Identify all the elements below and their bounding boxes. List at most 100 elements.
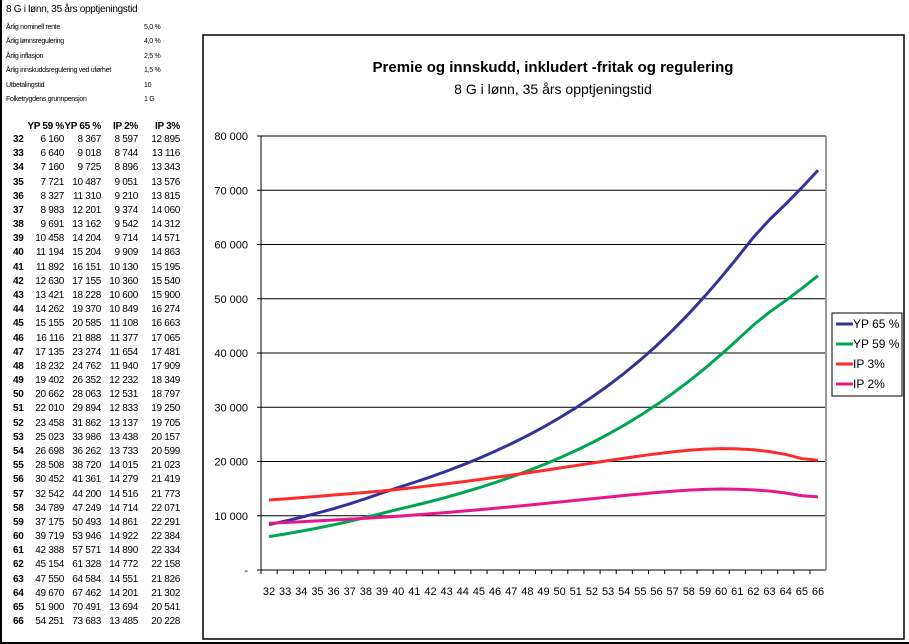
table-cell: 17 909 [151,360,180,372]
x-tick-label: 63 [763,586,775,598]
table-cell: 14 312 [151,219,180,231]
y-tick-label: 80 000 [214,131,248,143]
table-cell: 21 023 [151,460,180,472]
table-cell: 64 584 [72,573,101,585]
table-cell: 70 491 [72,601,101,613]
table-cell: 14 015 [109,460,138,472]
table-cell: 47 550 [35,573,64,585]
table-cell: 6 640 [40,148,64,160]
table-cell: 11 194 [35,247,64,259]
table-cell: 13 438 [109,431,138,443]
param-label: Utbetalingstid [6,81,45,89]
x-tick-label: 44 [457,586,469,598]
table-cell: 39 719 [35,531,64,543]
y-tick-label: 50 000 [214,294,248,306]
legend-label: YP 65 % [853,317,900,331]
x-tick-label: 48 [521,586,533,598]
x-tick-label: 43 [440,586,452,598]
row-year: 36 [13,190,24,202]
table-cell: 20 228 [151,616,180,628]
table-cell: 61 328 [72,559,101,571]
table-cell: 21 419 [151,474,180,486]
table-cell: 11 310 [72,190,101,202]
table-cell: 10 458 [35,233,64,245]
table-cell: 11 108 [109,318,138,330]
table-cell: 7 160 [40,162,64,174]
row-year: 44 [13,304,24,316]
table-cell: 34 789 [35,502,64,514]
table-cell: 22 158 [151,559,180,571]
table-cell: 14 204 [72,233,101,245]
table-cell: 14 890 [109,545,138,557]
table-cell: 57 571 [72,545,101,557]
row-year: 38 [13,219,24,231]
row-year: 37 [13,204,24,216]
table-cell: 16 151 [72,261,101,273]
table-cell: 37 175 [35,516,64,528]
table-cell: 17 135 [35,346,64,358]
table-cell: 28 063 [72,389,101,401]
row-year: 48 [13,360,24,372]
x-tick-label: 52 [586,586,598,598]
row-year: 33 [13,148,24,160]
column-header: IP 3% [155,121,180,132]
table-cell: 21 302 [151,587,180,599]
param-value: 10 [144,81,152,89]
x-tick-label: 35 [311,586,323,598]
table-cell: 15 204 [72,247,101,259]
y-tick-label: 30 000 [214,402,248,414]
table-cell: 19 402 [35,375,64,387]
table-cell: 9 725 [77,162,101,174]
x-tick-label: 39 [376,586,388,598]
table-cell: 11 377 [109,332,138,344]
table-cell: 17 065 [151,332,180,344]
y-tick-label: - [244,565,248,577]
row-year: 61 [13,545,24,557]
table-cell: 22 010 [35,403,64,415]
table-cell: 25 023 [35,431,64,443]
row-year: 39 [13,233,24,245]
table-cell: 9 691 [40,219,64,231]
chart-subtitle: 8 G i lønn, 35 års opptjeningstid [454,81,652,97]
table-cell: 13 694 [109,601,138,613]
x-tick-label: 36 [327,586,339,598]
table-cell: 73 683 [72,616,101,628]
legend-box [831,312,903,397]
table-cell: 45 154 [35,559,64,571]
table-cell: 36 262 [72,445,101,457]
table-cell: 20 157 [151,431,180,443]
table-cell: 44 200 [72,488,101,500]
table-cell: 22 071 [151,502,180,514]
x-tick-label: 57 [667,586,679,598]
table-cell: 10 130 [109,261,138,273]
x-tick-label: 51 [570,586,582,598]
table-cell: 21 888 [72,332,101,344]
x-tick-label: 58 [683,586,695,598]
table-cell: 9 714 [114,233,138,245]
table-cell: 13 421 [35,289,64,301]
row-year: 63 [13,573,24,585]
param-label: Årlig nominell rente [6,24,60,31]
series-line-yp-59- [268,274,819,539]
table-cell: 11 892 [35,261,64,273]
table-cell: 49 670 [35,587,64,599]
legend-label: IP 2% [853,377,885,391]
table-cell: 11 654 [109,346,138,358]
table-cell: 67 462 [72,587,101,599]
table-cell: 21 773 [151,488,180,500]
table-cell: 9 374 [114,204,138,216]
table-cell: 20 541 [151,601,180,613]
param-value: 4,0 % [144,38,161,46]
row-year: 52 [13,417,24,429]
table-cell: 14 863 [151,247,180,259]
table-cell: 12 833 [109,403,138,415]
table-cell: 14 060 [151,204,180,216]
table-cell: 20 585 [72,318,101,330]
y-tick-label: 60 000 [214,240,248,252]
row-year: 46 [13,332,24,344]
table-cell: 17 155 [72,275,101,287]
table-cell: 20 662 [35,389,64,401]
